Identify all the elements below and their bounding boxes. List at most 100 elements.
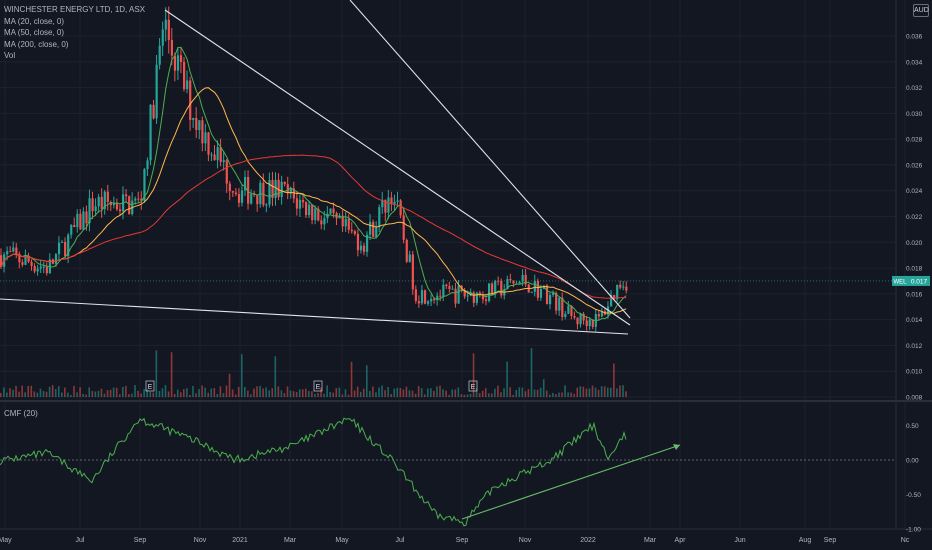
candle	[100, 196, 103, 209]
candle	[79, 213, 82, 230]
candle	[140, 198, 143, 201]
candle	[390, 197, 393, 205]
candle	[18, 253, 21, 263]
y-tick-label: 0.014	[906, 317, 923, 324]
cmf-line	[0, 417, 627, 527]
candle	[454, 288, 457, 304]
candle	[475, 292, 478, 303]
candle	[109, 201, 112, 206]
cmf-legend[interactable]: CMF (20)	[4, 409, 38, 418]
volume-bar	[506, 361, 508, 397]
candle	[585, 320, 588, 326]
volume-bar	[524, 391, 527, 397]
volume-bar	[356, 386, 359, 397]
candle	[372, 221, 375, 237]
candle	[573, 316, 576, 318]
x-tick-label: Apr	[675, 537, 687, 544]
candle	[112, 203, 116, 206]
legend-ma20[interactable]: MA (20, close, 0)	[4, 16, 65, 26]
candle	[359, 245, 363, 251]
volume-bar	[131, 393, 133, 397]
volume-bar	[488, 393, 490, 397]
candle	[625, 286, 628, 291]
candle	[484, 299, 488, 302]
candle	[320, 220, 323, 225]
candle	[469, 292, 472, 296]
candle	[216, 147, 219, 161]
volume-bar	[530, 348, 533, 397]
volume-bar	[85, 394, 87, 397]
candle	[173, 55, 177, 71]
volume-bar	[164, 385, 167, 397]
candle	[536, 280, 539, 298]
candle	[240, 190, 244, 203]
volume-bar	[603, 386, 606, 397]
candle	[396, 200, 399, 202]
legend-vol[interactable]: Vol	[4, 51, 16, 60]
volume-bar	[625, 391, 627, 397]
candle	[442, 284, 445, 297]
volume-bar	[204, 387, 206, 397]
candle	[350, 229, 353, 232]
volume-bar	[576, 387, 579, 397]
volume-bar	[237, 386, 240, 397]
x-tick-label: Jul	[76, 537, 85, 544]
volume-bar	[259, 385, 261, 397]
candle	[204, 132, 207, 144]
volume-bar	[396, 387, 399, 397]
volume-bar	[420, 388, 423, 397]
candle	[433, 298, 436, 301]
candle	[524, 274, 527, 285]
x-tick-label: May	[0, 537, 12, 544]
candle	[591, 319, 594, 327]
candle	[353, 231, 356, 234]
candle	[369, 221, 372, 235]
candle	[466, 295, 469, 297]
candle	[247, 176, 250, 204]
legend-ma200[interactable]: MA (200, close, 0)	[4, 39, 69, 49]
volume-bar	[88, 387, 91, 397]
volume-bar	[195, 393, 197, 397]
candle	[12, 247, 15, 252]
volume-bar	[375, 392, 377, 397]
candle	[308, 204, 311, 216]
candle	[45, 266, 48, 274]
candle	[622, 286, 625, 288]
candle	[155, 64, 158, 119]
candle	[576, 317, 579, 325]
candle	[497, 280, 500, 282]
volume-bar	[186, 388, 188, 397]
volume-bar	[48, 386, 51, 397]
volume-bar	[247, 390, 249, 397]
candle	[176, 55, 180, 71]
trendlines[interactable]	[0, 0, 631, 335]
legend-ma50[interactable]: MA (50, close, 0)	[4, 28, 65, 37]
cmf-tick-label: -1.00	[906, 527, 921, 534]
volume-bar	[619, 385, 621, 397]
volume-bar	[100, 388, 103, 397]
earnings-marker	[468, 380, 478, 392]
candle	[619, 284, 622, 288]
legend-title[interactable]: WINCHESTER ENERGY LTD, 1D, ASX	[4, 5, 146, 14]
earnings-label: E	[471, 384, 476, 391]
volume-bar	[536, 389, 539, 397]
volume-bar	[442, 389, 444, 397]
volume-bar	[362, 388, 365, 397]
candle	[67, 234, 70, 257]
volume-bar	[332, 392, 335, 397]
volume-bar	[161, 388, 164, 397]
candle	[143, 169, 146, 201]
candle	[280, 181, 283, 198]
x-tick-label: 2022	[580, 537, 596, 544]
currency-button[interactable]: AUD	[913, 4, 929, 17]
volume-bar	[277, 386, 280, 397]
x-tick-label: Mar	[644, 537, 657, 544]
candle	[582, 313, 585, 321]
candle	[244, 176, 247, 191]
x-tick-label: Nov	[194, 537, 207, 544]
candle	[186, 80, 189, 90]
volume-bar	[613, 363, 615, 397]
volume-bar	[24, 392, 26, 397]
